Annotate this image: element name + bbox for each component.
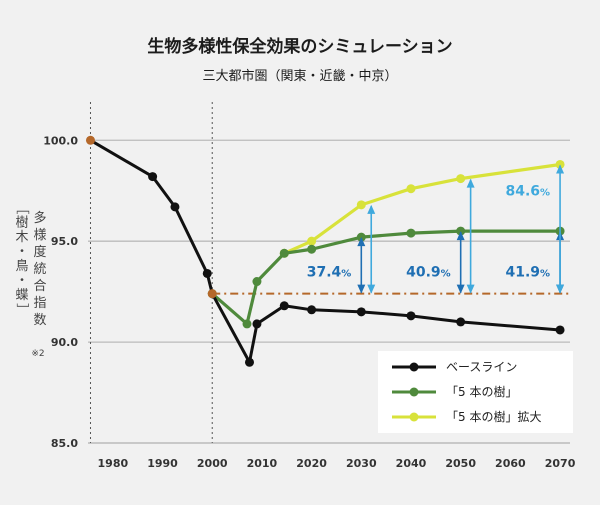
legend-label-baseline: ベースライン [446, 360, 517, 374]
annotation-arrow-3 [556, 164, 565, 294]
guide-layer [89, 102, 213, 443]
annotation-value-3: 84.6 [505, 184, 540, 200]
annotation-arrow-4-head-bottom [367, 284, 376, 294]
legend-marker-five_trees [409, 387, 419, 397]
y-label-bracket-char-6: 蝶 [15, 288, 28, 303]
x-tick-label-0: 1980 [98, 457, 129, 470]
series-point-baseline-4 [207, 289, 217, 299]
y-label-bracket-char-2: 木 [15, 230, 28, 245]
series-expanded [279, 159, 565, 258]
annotation-arrow-4 [367, 204, 376, 294]
series-point-five_trees-2 [252, 277, 262, 287]
x-tick-label-4: 2020 [296, 457, 327, 470]
y-label-char-1: 様 [33, 228, 46, 243]
y-label-char-0: 多 [33, 210, 46, 226]
chart-subtitle: 三大都市圏（関東・近畿・中京） [202, 68, 397, 84]
annotation-value-1: 40.9 [406, 264, 441, 280]
series-line-expanded [283, 162, 561, 255]
series-point-baseline-2 [170, 202, 180, 212]
chart-title: 生物多様性保全効果のシミュレーション [147, 36, 452, 57]
y-tick-label-2: 90.0 [51, 336, 78, 349]
x-tick-label-8: 2060 [495, 457, 526, 470]
annotation-value-0: 37.4 [307, 264, 342, 280]
series-point-baseline-12 [555, 325, 565, 335]
annotation-arrow-5 [466, 178, 475, 294]
series-point-baseline-3 [202, 268, 212, 278]
series-point-baseline-0 [85, 135, 95, 145]
annotation-arrow-4-head-top [367, 204, 376, 214]
y-label-char-5: 指 [33, 296, 46, 311]
x-tick-label-9: 2070 [545, 457, 576, 470]
series-layer [85, 135, 565, 367]
y-label-char-4: 合 [33, 279, 46, 294]
y-tick-label-3: 85.0 [51, 437, 78, 450]
series-point-expanded-2 [356, 200, 366, 210]
axis-layer: 100.0 95.0 90.0 85.0 1980 1990 2000 2010 2020 203… [43, 134, 576, 470]
series-point-baseline-9 [356, 307, 366, 317]
y-label-bracket-char-7: ］ [14, 303, 29, 316]
annotation-label-0: 37.4% [307, 264, 352, 280]
grid-layer [88, 139, 570, 444]
annotation-arrow-0-head-bottom [357, 284, 366, 294]
series-point-five_trees-1 [242, 319, 252, 329]
series-point-baseline-1 [148, 172, 158, 182]
annotation-arrow-0 [357, 237, 366, 294]
y-label-char-6: 数 [33, 313, 46, 328]
y-label-bracket-char-0: ［ [14, 201, 29, 214]
y-label-bracket-char-3: ・ [15, 245, 28, 260]
annotation-arrow-5-head-bottom [466, 284, 475, 294]
legend-marker-baseline [409, 362, 419, 372]
series-point-expanded-4 [456, 174, 466, 184]
series-point-baseline-6 [252, 319, 262, 329]
annotation-arrow-3-head-top [556, 164, 565, 174]
legend-label-five_trees: 「5 本の樹」 [446, 385, 517, 399]
annotation-label-2: 41.9% [505, 264, 550, 280]
y-label-note: ※2 [31, 349, 44, 359]
y-label-bracket-char-5: ・ [15, 274, 28, 289]
series-point-five_trees-3 [279, 248, 289, 258]
series-point-expanded-3 [406, 184, 416, 194]
annotation-unit-3: % [540, 188, 550, 199]
series-point-five_trees-4 [307, 244, 317, 254]
annotation-label-1: 40.9% [406, 264, 451, 280]
annotation-arrow-0-head-top [357, 237, 366, 247]
series-point-baseline-8 [307, 305, 317, 315]
y-tick-label-0: 100.0 [43, 134, 78, 147]
legend: ベースライン「5 本の樹」「5 本の樹」拡大 [378, 351, 573, 433]
x-tick-label-5: 2030 [346, 457, 377, 470]
series-point-baseline-10 [406, 311, 416, 321]
series-point-baseline-7 [279, 301, 289, 311]
series-point-baseline-11 [456, 317, 466, 327]
x-tick-label-3: 2010 [247, 457, 278, 470]
annotation-label-3: 84.6% [505, 184, 550, 200]
x-tick-label-6: 2040 [396, 457, 427, 470]
x-tick-label-2: 2000 [197, 457, 228, 470]
annotation-arrow-5-head-top [466, 178, 475, 188]
annotation-unit-2: % [540, 268, 550, 279]
y-tick-label-1: 95.0 [51, 235, 78, 248]
annotation-unit-0: % [341, 268, 351, 279]
series-point-expanded-1 [307, 236, 317, 246]
series-point-five_trees-6 [406, 228, 416, 238]
series-point-baseline-5 [244, 357, 254, 367]
legend-label-expanded: 「5 本の樹」拡大 [446, 410, 541, 424]
y-label-char-3: 統 [33, 262, 46, 277]
y-label-bracket-char-4: 鳥 [15, 259, 28, 274]
annotation-arrow-3-head-bottom [556, 284, 565, 294]
y-label-char-2: 度 [33, 244, 46, 260]
series-baseline [85, 135, 565, 367]
annotation-unit-1: % [441, 268, 451, 279]
x-tick-label-7: 2050 [445, 457, 476, 470]
annotation-arrow-1-head-top [456, 231, 465, 241]
annotation-value-2: 41.9 [505, 264, 540, 280]
legend-marker-expanded [409, 412, 419, 422]
annotation-arrow-1 [456, 231, 465, 294]
y-label-bracket-char-1: 樹 [15, 216, 28, 231]
annotation-layer: 37.4% 40.9% 41.9%84.6% [307, 164, 565, 294]
x-tick-label-1: 1990 [147, 457, 178, 470]
annotation-arrow-1-head-bottom [456, 284, 465, 294]
